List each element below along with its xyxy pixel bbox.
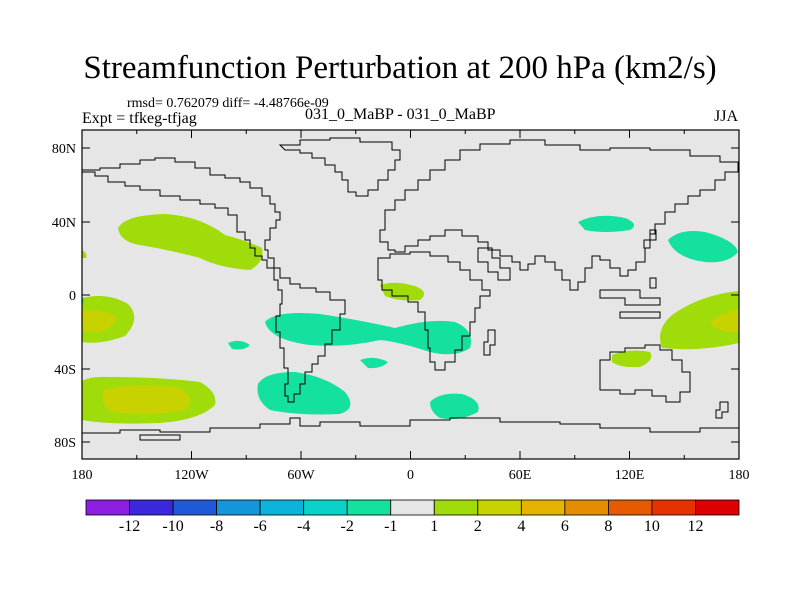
coastline [477, 247, 511, 281]
colorbar-label: 12 [687, 518, 703, 535]
lat-label: 80N [52, 142, 76, 157]
contour-fill [659, 291, 739, 350]
colorbar-label: -12 [119, 518, 140, 535]
colorbar-swatch [695, 499, 740, 516]
colorbar-swatch [651, 499, 696, 516]
colorbar-swatch [520, 499, 566, 516]
colorbar-swatch [172, 499, 217, 516]
colorbar-swatch [390, 499, 435, 516]
coastline [278, 137, 401, 197]
coastline [599, 344, 691, 403]
colorbar-swatch [433, 499, 479, 516]
contour-fill [612, 350, 652, 368]
lat-label: 40S [54, 363, 76, 378]
colorbar-label: -4 [297, 518, 310, 535]
lat-label: 40N [52, 216, 76, 231]
coastline [643, 229, 657, 249]
coastline [82, 417, 739, 434]
colorbar-swatch [564, 499, 609, 516]
contour-fill [430, 393, 479, 420]
chart-title: Streamfunction Perturbation at 200 hPa (… [83, 50, 717, 86]
contour-fill [257, 372, 351, 415]
lon-label: 120W [174, 468, 209, 483]
lon-label: 180 [72, 468, 93, 483]
colorbar-swatch [259, 499, 305, 516]
contour-fill [668, 231, 738, 263]
colorbar-label: 2 [474, 518, 482, 535]
lat-label: 80S [54, 436, 76, 451]
coastline [379, 139, 739, 291]
coastline [139, 434, 181, 441]
lon-label: 0 [407, 468, 414, 483]
lon-label: 180 [729, 468, 750, 483]
colorbar: -12 -10 -8 -6 -4 -2 -1 1 2 4 6 8 10 12 [85, 499, 740, 535]
colorbar-swatch [129, 499, 174, 516]
colorbar-swatch [216, 499, 261, 516]
colorbar-label: 6 [561, 518, 569, 535]
coastline [82, 157, 281, 269]
colorbar-swatch [477, 499, 522, 516]
lon-label: 120E [615, 468, 645, 483]
experiment-label: Expt = tfkeg-tfjag [82, 110, 197, 127]
colorbar-label: -6 [253, 518, 266, 535]
contour-fills [82, 214, 739, 424]
colorbar-label: 10 [644, 518, 660, 535]
colorbar-swatch [303, 499, 348, 516]
colorbar-label: -1 [384, 518, 397, 535]
contour-fill [82, 250, 87, 258]
season-label: JJA [714, 108, 739, 125]
coastlines [82, 137, 739, 441]
contour-fill [265, 313, 471, 355]
lon-label: 60W [287, 468, 315, 483]
contour-fill [118, 214, 263, 270]
coastline [715, 401, 729, 419]
colorbar-swatch [608, 499, 653, 516]
colorbar-label: 8 [604, 518, 612, 535]
contour-fill [710, 310, 739, 333]
coastline [483, 329, 496, 356]
map-axes: 80N 40N 0 40S 80S 180 120W 60W 0 60E 120E 180 [52, 130, 750, 483]
coastline [273, 267, 346, 403]
stats-text: rmsd= 0.762079 diff= -4.48766e-09 [127, 96, 329, 111]
cases-label: 031_0_MaBP - 031_0_MaBP [305, 106, 496, 123]
contour-fill [82, 310, 116, 333]
contour-fill [228, 340, 250, 350]
lat-label: 0 [69, 289, 76, 304]
contour-fill [380, 282, 424, 301]
lon-label: 60E [509, 468, 532, 483]
coastline [599, 277, 661, 319]
contour-fill [360, 357, 388, 369]
coastline [377, 251, 491, 371]
colorbar-label: -10 [162, 518, 183, 535]
colorbar-swatch [346, 499, 392, 516]
colorbar-label: -2 [341, 518, 354, 535]
contour-fill [102, 385, 190, 415]
colorbar-label: 1 [430, 518, 438, 535]
colorbar-label: 4 [517, 518, 525, 535]
colorbar-swatch [85, 499, 130, 516]
contour-fill [578, 215, 634, 232]
colorbar-label: -8 [210, 518, 223, 535]
